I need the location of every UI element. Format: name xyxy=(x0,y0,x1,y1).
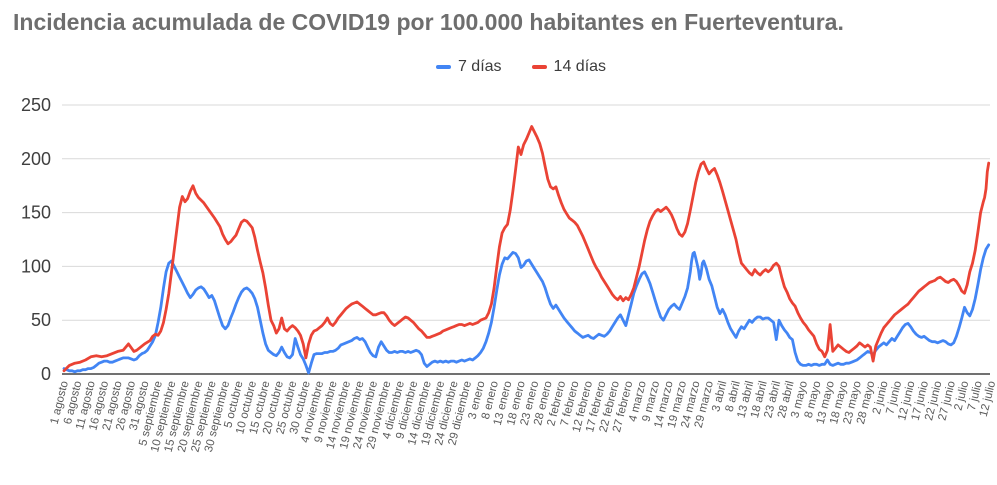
y-tick-label: 200 xyxy=(21,149,51,169)
series-line-14-dias[interactable] xyxy=(62,125,991,373)
y-tick-label: 50 xyxy=(31,310,51,330)
legend-label-14-dias: 14 días xyxy=(553,58,607,75)
y-tick-label: 0 xyxy=(41,364,51,384)
legend-swatch-7-dias-icon xyxy=(435,65,451,69)
y-tick-label: 250 xyxy=(21,95,51,115)
legend-item-14-dias[interactable]: 14 días xyxy=(531,58,607,76)
series-line-7-dias[interactable] xyxy=(62,243,991,375)
chart-legend: 7 días 14 días xyxy=(0,58,997,76)
legend-swatch-14-dias-icon xyxy=(531,65,547,69)
page-title: Incidencia acumulada de COVID19 por 100.… xyxy=(13,9,844,35)
legend-label-7-dias: 7 días xyxy=(457,58,502,75)
y-tick-label: 100 xyxy=(21,256,51,276)
y-tick-label: 150 xyxy=(21,203,51,223)
legend-item-7-dias[interactable]: 7 días xyxy=(435,58,502,76)
